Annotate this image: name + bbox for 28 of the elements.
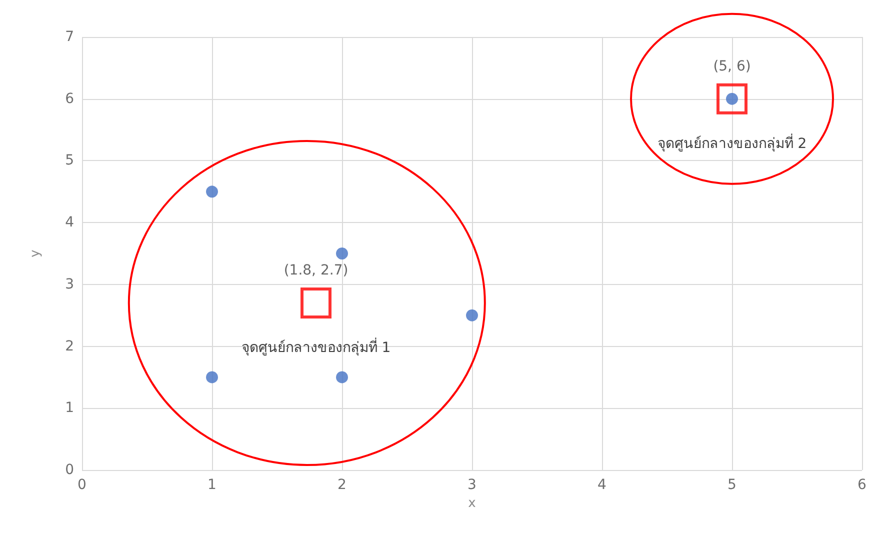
y-tick-label: 4 — [65, 214, 74, 231]
y-axis-title: y — [28, 249, 43, 258]
data-label: (1.8, 2.7) — [284, 262, 348, 278]
x-tick-label: 4 — [598, 477, 607, 493]
y-tick-label: 2 — [65, 338, 74, 354]
y-tick-label: 6 — [65, 90, 74, 107]
data-label: (5, 6) — [713, 58, 751, 74]
x-tick-label: 6 — [858, 477, 867, 493]
y-tick-label: 1 — [65, 400, 74, 416]
annotation: จุดศูนย์กลางของกลุ่มที่ 2 — [657, 134, 807, 152]
y-tick-label: 3 — [65, 276, 74, 292]
y-tick-label: 0 — [65, 462, 74, 478]
point — [206, 186, 218, 198]
x-tick-label: 2 — [338, 477, 346, 493]
point — [300, 287, 332, 318]
point — [336, 248, 348, 260]
x-tick-label: 5 — [728, 477, 736, 493]
annotation: จุดศูนย์กลางของกลุ่มที่ 1 — [241, 338, 391, 356]
y-tick-label: 7 — [65, 29, 74, 45]
x-tick-label: 0 — [78, 477, 86, 493]
x-tick-label: 1 — [208, 477, 216, 493]
point — [336, 371, 348, 384]
y-tick-label: 5 — [65, 152, 74, 169]
point — [716, 83, 748, 114]
x-axis-title: x — [468, 496, 476, 511]
x-tick-label: 3 — [468, 477, 476, 493]
point — [206, 371, 218, 384]
point — [466, 309, 478, 322]
